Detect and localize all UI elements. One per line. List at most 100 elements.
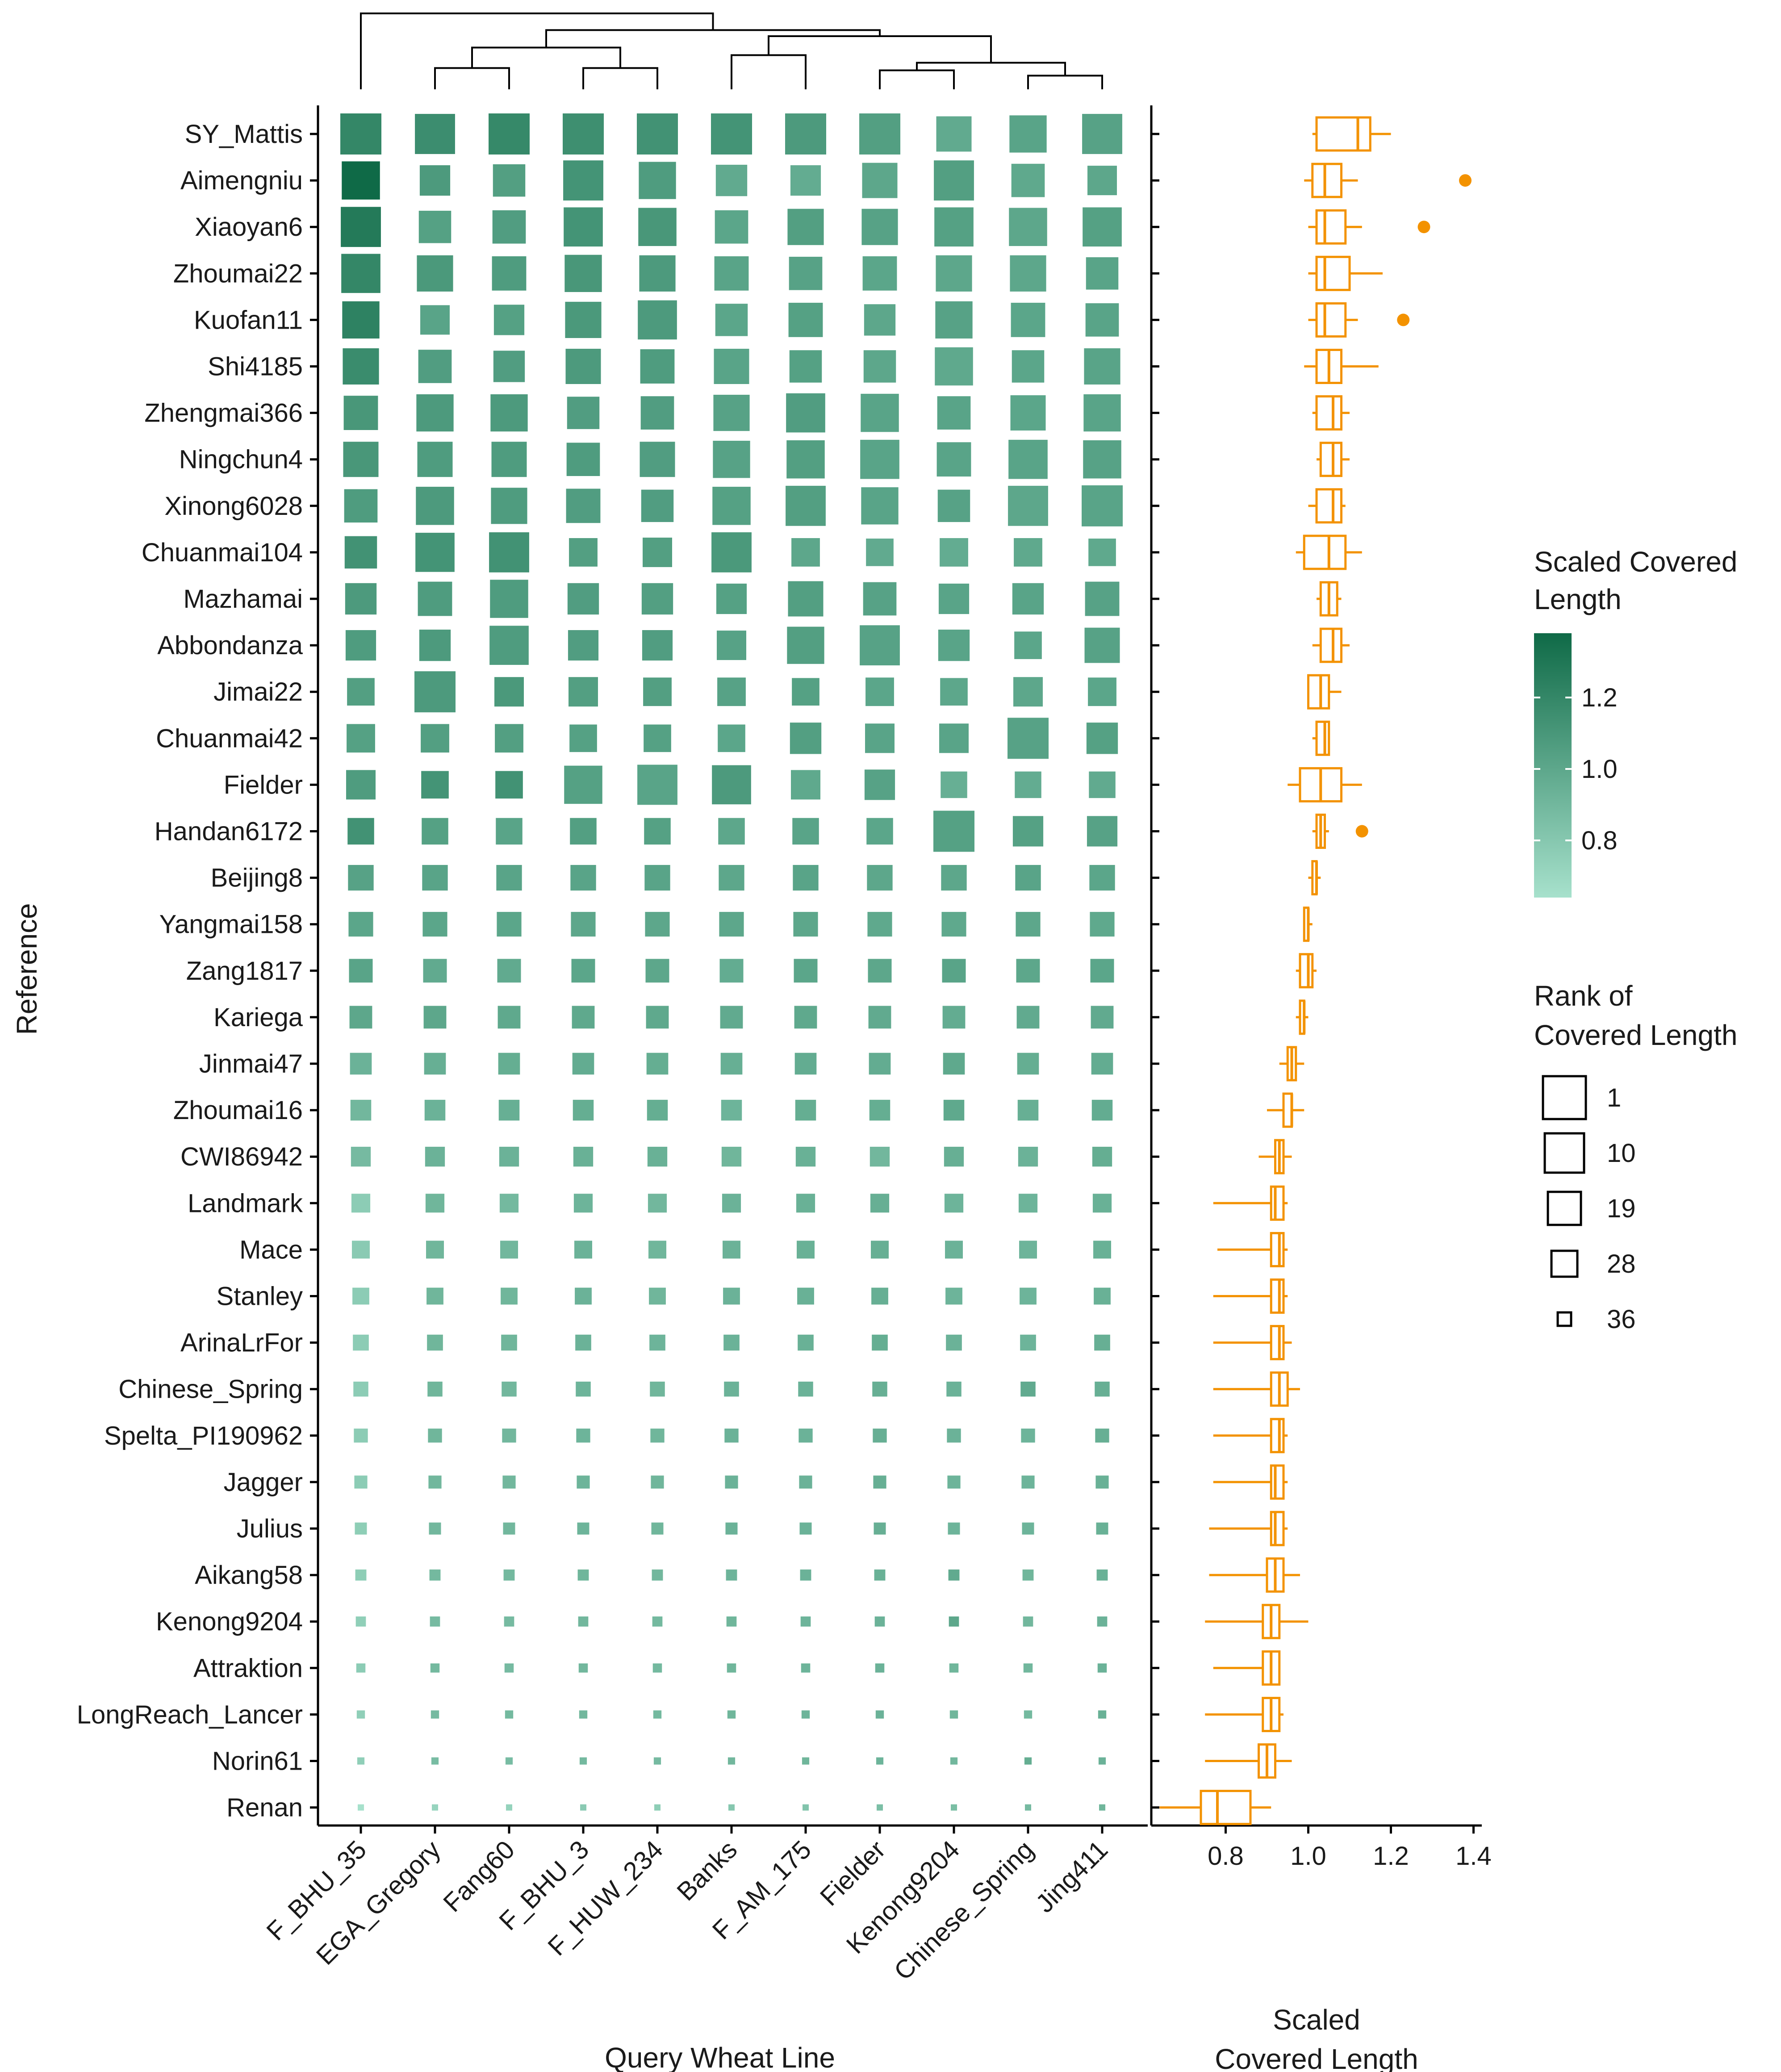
boxplot-norin61 <box>1205 1743 1292 1779</box>
outlier-point <box>1397 313 1410 326</box>
row-label-zang1817: Zang1817 <box>186 957 303 986</box>
dendrogram-link-1 <box>879 69 955 89</box>
cell-jimai22-f-bhu-3 <box>569 677 598 707</box>
cell-xinong6028-fielder <box>861 487 899 525</box>
cell-mace-f-am-175 <box>797 1241 815 1259</box>
cell-zhengmai366-f-bhu-3 <box>567 397 600 429</box>
cell-zhoumai16-f-bhu-3 <box>573 1099 594 1121</box>
cell-xiaoyan6-jing411 <box>1083 207 1122 247</box>
cell-aikang58-fielder <box>874 1569 886 1581</box>
cell-zhoumai16-f-bhu-35 <box>350 1099 372 1121</box>
row-labels: SY_Mattis Aimengniu Xiaoyan6 Zhoumai22 Kuofa… <box>77 120 303 1822</box>
cell-mace-ega-gregory <box>426 1241 444 1259</box>
cell-zhengmai366-f-am-175 <box>786 393 825 433</box>
cell-abbondanza-f-bhu-35 <box>345 630 376 661</box>
boxplot-abbondanza <box>1312 627 1350 663</box>
cell-aikang58-fang60 <box>503 1569 515 1581</box>
cell-kenong9204-f-bhu-35 <box>355 1616 366 1627</box>
row-label-kariega: Kariega <box>213 1003 303 1032</box>
cell-beijing8-banks <box>719 865 744 891</box>
box <box>1315 488 1342 524</box>
cell-norin61-kenong9204 <box>950 1757 958 1765</box>
cell-stanley-banks <box>723 1287 740 1305</box>
cell-jinmai47-f-huw-234 <box>646 1053 669 1075</box>
cell-zhoumai16-banks <box>721 1099 742 1121</box>
cell-zang1817-banks <box>719 959 744 983</box>
row-label-renan: Renan <box>226 1793 303 1822</box>
cell-stanley-chinese-spring <box>1020 1287 1037 1305</box>
cell-attraktion-f-bhu-35 <box>356 1663 366 1673</box>
cell-landmark-f-bhu-3 <box>573 1194 593 1213</box>
cell-mazhamai-fielder <box>863 582 897 616</box>
cell-aimengniu-f-bhu-35 <box>342 161 380 200</box>
cell-ningchun4-jing411 <box>1083 440 1121 479</box>
cell-mace-f-bhu-3 <box>574 1241 592 1259</box>
cell-chuanmai104-f-huw-234 <box>643 537 672 567</box>
cell-zhoumai22-fielder <box>862 256 897 291</box>
row-label-jinmai47: Jinmai47 <box>199 1049 303 1078</box>
cell-julius-f-am-175 <box>799 1522 812 1535</box>
cell-shi4185-f-huw-234 <box>640 349 675 384</box>
row-label-zhoumai16: Zhoumai16 <box>173 1096 303 1125</box>
color-legend-label: 0.8 <box>1581 826 1618 855</box>
cell-yangmai158-f-bhu-35 <box>348 912 373 937</box>
cell-zhoumai22-banks <box>714 256 749 291</box>
cell-xiaoyan6-f-bhu-3 <box>564 207 603 247</box>
dendrogram-link-2 <box>916 62 1066 76</box>
dendrogram-link-6 <box>471 46 621 68</box>
cell-kuofan11-kenong9204 <box>935 301 973 339</box>
cell-mazhamai-fang60 <box>490 580 528 618</box>
cell-jagger-ega-gregory <box>428 1475 442 1489</box>
boxplot-jinmai47 <box>1279 1046 1304 1082</box>
cell-spelta-pi190962-chinese-spring <box>1021 1429 1035 1443</box>
cell-xinong6028-f-bhu-35 <box>344 489 378 523</box>
boxplot-beijing8 <box>1308 860 1321 896</box>
cell-zhoumai16-kenong9204 <box>943 1099 965 1121</box>
size-legend: Rank of Covered Length 1 10 19 28 36 <box>1534 980 1737 1334</box>
cell-zhoumai22-f-bhu-35 <box>341 254 380 293</box>
row-label-stanley: Stanley <box>217 1282 303 1311</box>
cell-kuofan11-f-bhu-35 <box>342 301 380 339</box>
cell-beijing8-f-bhu-3 <box>570 865 596 891</box>
cell-yangmai158-banks <box>719 912 744 937</box>
cell-jagger-chinese-spring <box>1021 1475 1035 1489</box>
cell-chinese-spring-jing411 <box>1095 1381 1110 1397</box>
cell-zhengmai366-jing411 <box>1083 394 1121 432</box>
dendrogram-link-3 <box>731 54 807 89</box>
cell-aikang58-f-am-175 <box>800 1569 811 1581</box>
cell-norin61-f-huw-234 <box>653 1757 661 1765</box>
cell-abbondanza-chinese-spring <box>1014 631 1042 659</box>
cell-zhoumai22-kenong9204 <box>936 255 972 292</box>
cell-chuanmai42-banks <box>718 724 745 752</box>
dendrogram-link-5 <box>582 67 658 89</box>
cell-fielder-ega-gregory <box>421 771 449 799</box>
cell-fielder-fang60 <box>495 771 523 799</box>
row-label-mace: Mace <box>239 1235 303 1264</box>
cell-handan6172-fang60 <box>496 818 523 845</box>
cell-zang1817-kenong9204 <box>942 959 966 983</box>
boxplot-aimengniu <box>1304 163 1472 198</box>
cell-shi4185-fang60 <box>493 351 525 382</box>
boxplot-aikang58 <box>1209 1557 1300 1593</box>
cell-kuofan11-fang60 <box>493 305 525 335</box>
row-label-handan6172: Handan6172 <box>155 817 303 846</box>
cell-zhoumai16-fielder <box>869 1099 890 1121</box>
row-label-jimai22: Jimai22 <box>213 677 303 706</box>
cell-kariega-fang60 <box>498 1006 521 1029</box>
cell-jagger-kenong9204 <box>947 1475 961 1489</box>
cell-attraktion-fang60 <box>504 1663 514 1673</box>
boxplot-chuanmai104 <box>1296 535 1362 570</box>
cell-longreach-lancer-fielder <box>875 1710 884 1719</box>
cell-kuofan11-f-bhu-3 <box>565 301 602 338</box>
cell-jinmai47-ega-gregory <box>424 1053 446 1075</box>
boxplot-x-tick-label: 1.4 <box>1455 1842 1492 1871</box>
cell-chuanmai104-f-bhu-35 <box>344 536 377 569</box>
cell-zhengmai366-fang60 <box>490 394 528 432</box>
cell-zhengmai366-chinese-spring <box>1010 395 1046 431</box>
cell-fielder-f-bhu-35 <box>346 770 376 800</box>
cell-fielder-jing411 <box>1089 771 1116 798</box>
y-axis-title: Reference <box>11 903 43 1035</box>
cell-abbondanza-ega-gregory <box>419 629 451 661</box>
size-legend-label: 19 <box>1607 1194 1636 1223</box>
boxplot-mazhamai <box>1317 581 1342 617</box>
